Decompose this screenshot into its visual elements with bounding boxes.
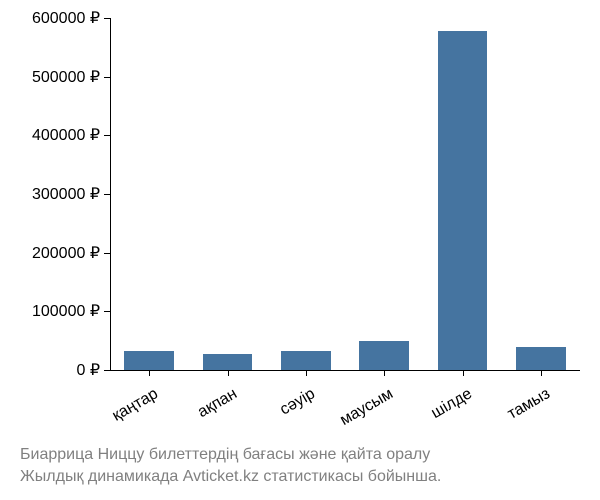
y-tick-mark [104, 370, 110, 371]
bar [281, 351, 330, 370]
x-tick-label: тамыз [505, 385, 554, 424]
x-tick-label: қаңтар [110, 385, 162, 425]
bar [516, 347, 565, 370]
y-tick-mark [104, 311, 110, 312]
bar [438, 31, 487, 370]
bar [359, 341, 408, 370]
caption-line2: Жылдық динамикада Avticket.kz статистика… [20, 466, 590, 488]
plot-area: 0 ₽100000 ₽200000 ₽300000 ₽400000 ₽50000… [110, 18, 580, 370]
bar [124, 351, 173, 370]
y-tick-mark [104, 253, 110, 254]
price-bar-chart: 0 ₽ 100000 ₽ 200000 ₽ 300000 ₽ 400000 ₽ 50000… [0, 0, 600, 500]
x-tick-mark [149, 370, 150, 376]
y-tick-mark [104, 194, 110, 195]
y-tick-label: 200000 ₽ [32, 243, 100, 263]
caption-line1: Биаррица Ниццу билеттердің бағасы және қ… [20, 444, 590, 466]
y-tick-label: 600000 ₽ [32, 8, 100, 28]
y-tick-mark [104, 77, 110, 78]
x-tick-label: шілде [428, 385, 475, 423]
x-tick-mark [463, 370, 464, 376]
y-tick-label: 500000 ₽ [32, 67, 100, 87]
y-tick-mark [104, 18, 110, 19]
y-tick-label: 300000 ₽ [32, 184, 100, 204]
x-tick-label: маусым [337, 385, 396, 430]
chart-caption: Биаррица Ниццу билеттердің бағасы және қ… [20, 444, 590, 487]
y-axis [110, 18, 111, 370]
y-tick-label: 0 ₽ [76, 360, 100, 380]
x-tick-label: сәуір [277, 385, 318, 419]
x-tick-mark [384, 370, 385, 376]
y-tick-label: 100000 ₽ [32, 301, 100, 321]
x-tick-mark [228, 370, 229, 376]
x-tick-mark [306, 370, 307, 376]
x-axis [110, 370, 580, 371]
y-tick-label: 400000 ₽ [32, 125, 100, 145]
y-tick-mark [104, 135, 110, 136]
bar [203, 354, 252, 370]
x-tick-mark [541, 370, 542, 376]
x-tick-label: ақпан [194, 385, 240, 422]
